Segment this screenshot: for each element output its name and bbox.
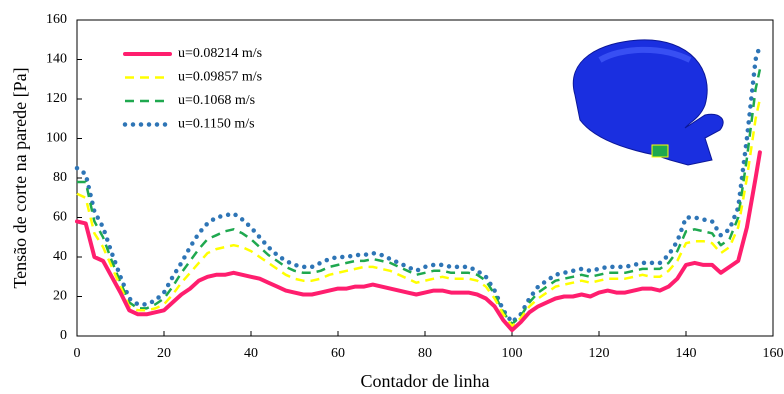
geometry-inset xyxy=(573,40,723,165)
x-tick-label: 0 xyxy=(74,346,81,361)
y-axis-label: Tensão de corte na parede [Pa] xyxy=(10,67,30,288)
y-tick-label: 20 xyxy=(53,289,67,304)
y-tick-label: 120 xyxy=(46,91,67,106)
x-tick-label: 140 xyxy=(676,346,697,361)
x-tick-label: 100 xyxy=(502,346,523,361)
x-tick-label: 120 xyxy=(589,346,610,361)
x-tick-label: 80 xyxy=(418,346,432,361)
legend-label: u=0.08214 m/s xyxy=(178,46,262,61)
x-axis-label: Contador de linha xyxy=(361,371,490,391)
legend-label: u=0.1068 m/s xyxy=(178,93,255,108)
y-tick-label: 100 xyxy=(46,131,67,146)
chart: Contador de linha Tensão de corte na par… xyxy=(0,0,784,394)
y-tick-label: 140 xyxy=(46,52,67,67)
x-tick-label: 40 xyxy=(244,346,258,361)
series-line xyxy=(77,152,760,330)
legend-label: u=0.09857 m/s xyxy=(178,70,262,85)
y-tick-label: 160 xyxy=(46,12,67,27)
x-tick-label: 20 xyxy=(157,346,171,361)
x-tick-label: 160 xyxy=(763,346,784,361)
y-tick-label: 80 xyxy=(53,170,67,185)
x-tick-label: 60 xyxy=(331,346,345,361)
y-tick-label: 60 xyxy=(53,210,67,225)
y-tick-label: 40 xyxy=(53,249,67,264)
y-tick-label: 0 xyxy=(60,328,67,343)
legend-label: u=0.1150 m/s xyxy=(178,117,255,132)
